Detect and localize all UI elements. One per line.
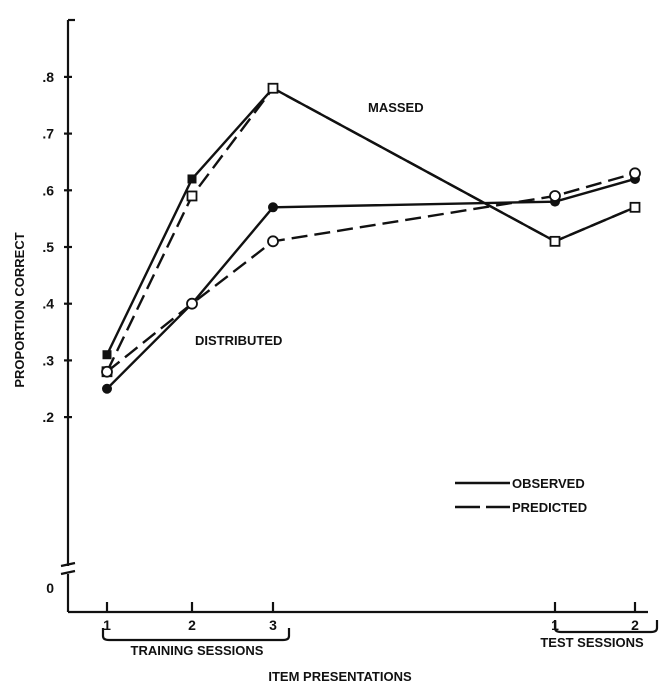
data-point-distributed-predicted <box>267 235 279 248</box>
x-axis-label: ITEM PRESENTATIONS <box>268 669 412 684</box>
axes: 0.2.3.4.5.6.7.81 2 3 1 2 <box>42 18 659 642</box>
data-point-massed-predicted <box>549 235 561 247</box>
data-point-massed-observed <box>102 350 112 360</box>
series-line-distributed-observed <box>106 177 636 390</box>
legend-observed-label: OBSERVED <box>512 476 585 491</box>
data-point-distributed-observed <box>102 383 112 394</box>
y-tick-label: .2 <box>42 409 54 425</box>
y-tick-label: .5 <box>42 239 54 255</box>
group-label-test: TEST SESSIONS <box>540 635 644 650</box>
group-label-training: TRAINING SESSIONS <box>131 643 264 658</box>
x-tick-label: 2 <box>188 617 196 633</box>
legend-predicted-label: PREDICTED <box>512 500 587 515</box>
x-tick-label: 2 <box>631 617 639 633</box>
data-point-distributed-predicted <box>101 365 113 378</box>
y-tick-label: .8 <box>42 69 54 85</box>
annotation-distributed: DISTRIBUTED <box>195 333 282 348</box>
data-point-distributed-predicted <box>549 190 561 202</box>
series-line-massed-predicted <box>105 86 636 373</box>
data-point-massed-predicted <box>186 190 198 202</box>
series-line-massed-observed <box>105 86 636 356</box>
y-tick-label: .4 <box>42 296 54 312</box>
y-tick-label: .6 <box>42 182 54 198</box>
y-tick-label: 0 <box>46 580 54 596</box>
data-point-distributed-predicted <box>629 167 641 180</box>
legend: OBSERVED PREDICTED <box>455 476 587 515</box>
data-point-massed-predicted <box>267 82 279 94</box>
y-axis-label: PROPORTION CORRECT <box>12 232 27 387</box>
data-point-massed-observed <box>187 174 197 184</box>
data-points <box>101 82 641 394</box>
data-point-massed-predicted <box>629 201 641 213</box>
x-tick-label: 1 <box>103 617 111 633</box>
y-tick-label: .3 <box>42 352 54 368</box>
training-sessions-brace <box>101 628 291 642</box>
test-sessions-brace <box>553 620 659 634</box>
data-point-distributed-observed <box>268 202 278 213</box>
annotation-massed: MASSED <box>368 100 424 115</box>
data-point-distributed-predicted <box>186 297 198 310</box>
y-tick-label: .7 <box>42 126 54 142</box>
y-axis-break <box>60 561 76 576</box>
x-tick-label: 3 <box>269 617 277 633</box>
